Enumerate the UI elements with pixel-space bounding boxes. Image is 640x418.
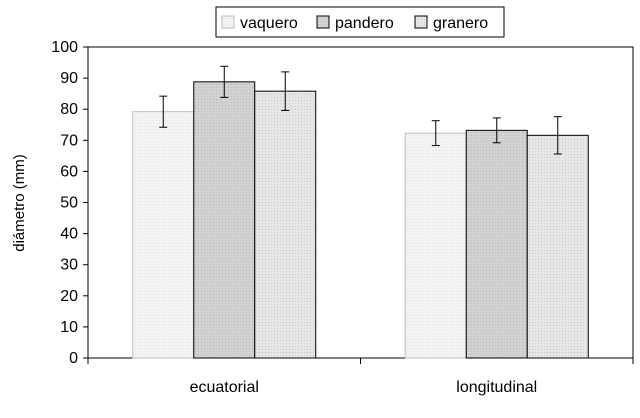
y-tick-label: 90 <box>60 70 78 87</box>
legend: vaquero pandero granero <box>215 6 505 38</box>
y-tick-label: 30 <box>60 257 78 274</box>
y-tick-label: 50 <box>60 195 78 212</box>
bar-pandero-ecuatorial <box>193 81 256 359</box>
error-bar <box>220 65 229 98</box>
error-bar <box>431 120 440 147</box>
legend-swatch-pandero <box>316 15 330 29</box>
plot-area <box>87 46 634 359</box>
legend-label-pandero: pandero <box>335 15 394 32</box>
y-tick-label: 10 <box>60 319 78 336</box>
error-bar <box>492 117 501 144</box>
x-axis: ecuatorial longitudinal <box>87 358 634 396</box>
y-tick-label: 60 <box>60 163 78 180</box>
y-tick-label: 20 <box>60 288 78 305</box>
y-tick-label: 80 <box>60 101 78 118</box>
bar-vaquero-longitudinal <box>404 132 467 359</box>
y-axis: 0 10 20 30 40 50 60 70 80 90 100 <box>51 39 88 367</box>
y-tick-label: 70 <box>60 132 78 149</box>
bar-pandero-longitudinal <box>465 129 528 359</box>
legend-swatch-vaquero <box>221 15 235 29</box>
error-bar <box>159 95 168 128</box>
error-bar <box>281 71 290 111</box>
legend-label-granero: granero <box>433 15 488 32</box>
legend-swatch-granero <box>414 15 428 29</box>
bar-granero-longitudinal <box>526 134 589 359</box>
x-category-label: ecuatorial <box>190 379 259 396</box>
y-tick-label: 100 <box>51 39 78 56</box>
y-tick-label: 40 <box>60 226 78 243</box>
error-bar <box>553 116 562 155</box>
legend-box <box>215 6 505 38</box>
legend-label-vaquero: vaquero <box>240 15 298 32</box>
y-tick-label: 0 <box>69 350 78 367</box>
bar-vaquero-ecuatorial <box>132 111 195 359</box>
bar-granero-ecuatorial <box>254 90 317 359</box>
y-axis-label: diámetro (mm) <box>11 154 28 252</box>
x-category-label: longitudinal <box>456 379 537 396</box>
